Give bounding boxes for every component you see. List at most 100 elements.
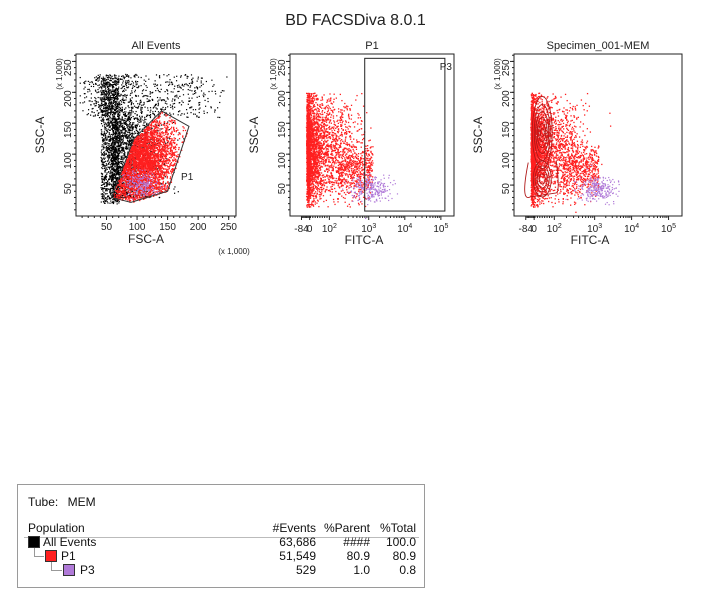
data-point [114, 180, 116, 183]
data-point [105, 149, 107, 151]
data-point [114, 93, 116, 95]
data-point [125, 146, 127, 148]
data-point [120, 118, 122, 120]
data-point [101, 131, 103, 133]
data-point [108, 184, 110, 186]
data-point [117, 118, 119, 120]
data-point [112, 178, 115, 180]
data-point [105, 119, 108, 121]
data-point [121, 135, 124, 137]
data-point [91, 108, 93, 110]
data-point [110, 180, 113, 182]
data-point [113, 145, 115, 147]
data-point [167, 98, 169, 100]
data-point [177, 191, 179, 193]
data-point [102, 110, 104, 112]
data-point [111, 106, 113, 108]
data-point [125, 85, 128, 87]
data-point [109, 172, 111, 174]
data-point [131, 139, 133, 141]
data-point [113, 198, 115, 200]
data-point [122, 97, 124, 99]
data-point [122, 100, 125, 102]
data-point [119, 167, 121, 169]
data-point [116, 82, 118, 84]
data-point [127, 87, 129, 89]
data-point [212, 85, 214, 87]
data-point [113, 185, 115, 188]
data-point [112, 115, 114, 117]
data-point [114, 110, 117, 112]
data-point [118, 141, 120, 144]
data-point [113, 124, 115, 126]
data-point [110, 142, 112, 144]
data-point [107, 97, 109, 99]
data-point [118, 202, 120, 204]
data-point [105, 132, 107, 134]
data-point [114, 174, 116, 176]
data-point [119, 160, 121, 163]
data-point [181, 113, 183, 115]
data-point [129, 109, 131, 112]
data-point [208, 90, 210, 93]
data-point [98, 79, 100, 81]
data-point [112, 135, 114, 137]
data-point [102, 77, 104, 80]
data-point [97, 74, 99, 76]
data-point [112, 161, 114, 163]
data-point [117, 91, 119, 94]
data-point [183, 138, 185, 140]
data-point [120, 125, 122, 127]
data-point [129, 134, 131, 136]
data-point [110, 80, 112, 82]
data-point [198, 111, 200, 114]
data-point [114, 91, 116, 94]
data-point [136, 124, 138, 126]
data-point [106, 137, 108, 139]
data-point [101, 161, 104, 163]
data-point [164, 176, 166, 178]
data-point [113, 137, 115, 139]
data-point [159, 196, 161, 199]
data-point [139, 119, 141, 121]
data-point [109, 178, 111, 180]
data-point [110, 161, 113, 163]
data-point [101, 139, 104, 142]
data-point [111, 128, 114, 130]
data-point [130, 145, 132, 147]
data-point [165, 182, 167, 184]
data-point [101, 161, 103, 163]
data-point [109, 136, 111, 138]
data-point [188, 82, 191, 85]
data-point [138, 85, 140, 87]
data-point [124, 81, 127, 83]
data-point [153, 152, 155, 154]
data-point [136, 114, 138, 117]
data-point [115, 142, 117, 144]
data-point [190, 111, 192, 114]
data-point [105, 80, 107, 82]
data-point [118, 125, 120, 127]
data-point [154, 110, 157, 112]
data-point [141, 128, 143, 130]
data-point [111, 196, 113, 198]
data-point [136, 172, 139, 174]
data-point [107, 111, 109, 113]
data-point [108, 90, 110, 92]
data-point [124, 108, 126, 110]
data-point [115, 172, 117, 174]
data-point [120, 101, 123, 103]
data-point [121, 182, 124, 184]
data-point [104, 107, 106, 109]
data-point [138, 125, 141, 127]
data-point [112, 164, 114, 166]
data-point [132, 136, 134, 138]
data-point [132, 123, 134, 125]
data-point [223, 90, 225, 92]
data-point [127, 81, 129, 84]
data-point [107, 122, 110, 124]
data-point [107, 131, 109, 133]
data-point [123, 90, 125, 92]
data-point [134, 124, 136, 126]
data-point [92, 85, 95, 88]
